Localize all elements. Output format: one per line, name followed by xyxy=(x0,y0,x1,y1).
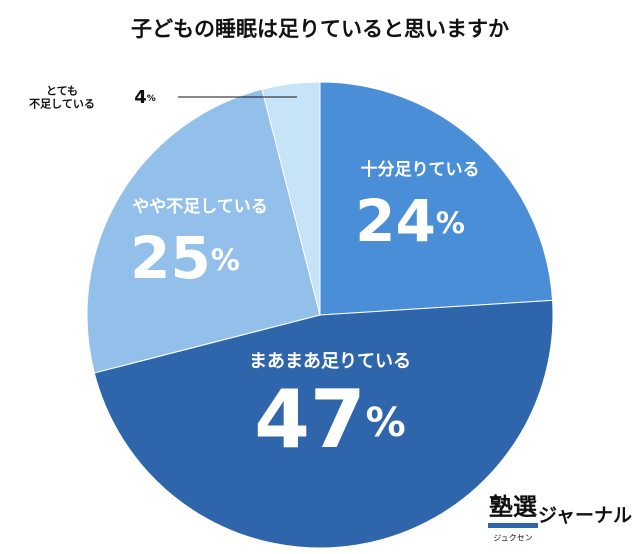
slice-name: やや不足している xyxy=(132,197,268,217)
slice xyxy=(319,81,554,316)
logo: 塾選 ジュクセン ジャーナル xyxy=(488,493,632,543)
slice-value: 25% xyxy=(130,224,240,292)
logo-bar xyxy=(488,523,538,528)
slice-value: 24% xyxy=(355,187,465,255)
slice-value: 4% xyxy=(134,87,156,108)
logo-reading: ジュクセン xyxy=(493,534,532,543)
chart-title: 子どもの睡眠は足りていると思いますか xyxy=(131,17,509,41)
logo-mark: 塾選 xyxy=(489,493,537,521)
slice-name: とても不足している xyxy=(29,84,95,110)
slice-value: 47% xyxy=(254,373,405,466)
slice-name: 十分足りている xyxy=(361,159,480,180)
slice xyxy=(86,88,321,374)
slice xyxy=(261,81,321,316)
slice xyxy=(93,299,554,549)
logo-name: ジャーナル xyxy=(538,505,632,527)
pie xyxy=(86,81,554,549)
slice-name: まあまあ足りている xyxy=(249,351,411,372)
